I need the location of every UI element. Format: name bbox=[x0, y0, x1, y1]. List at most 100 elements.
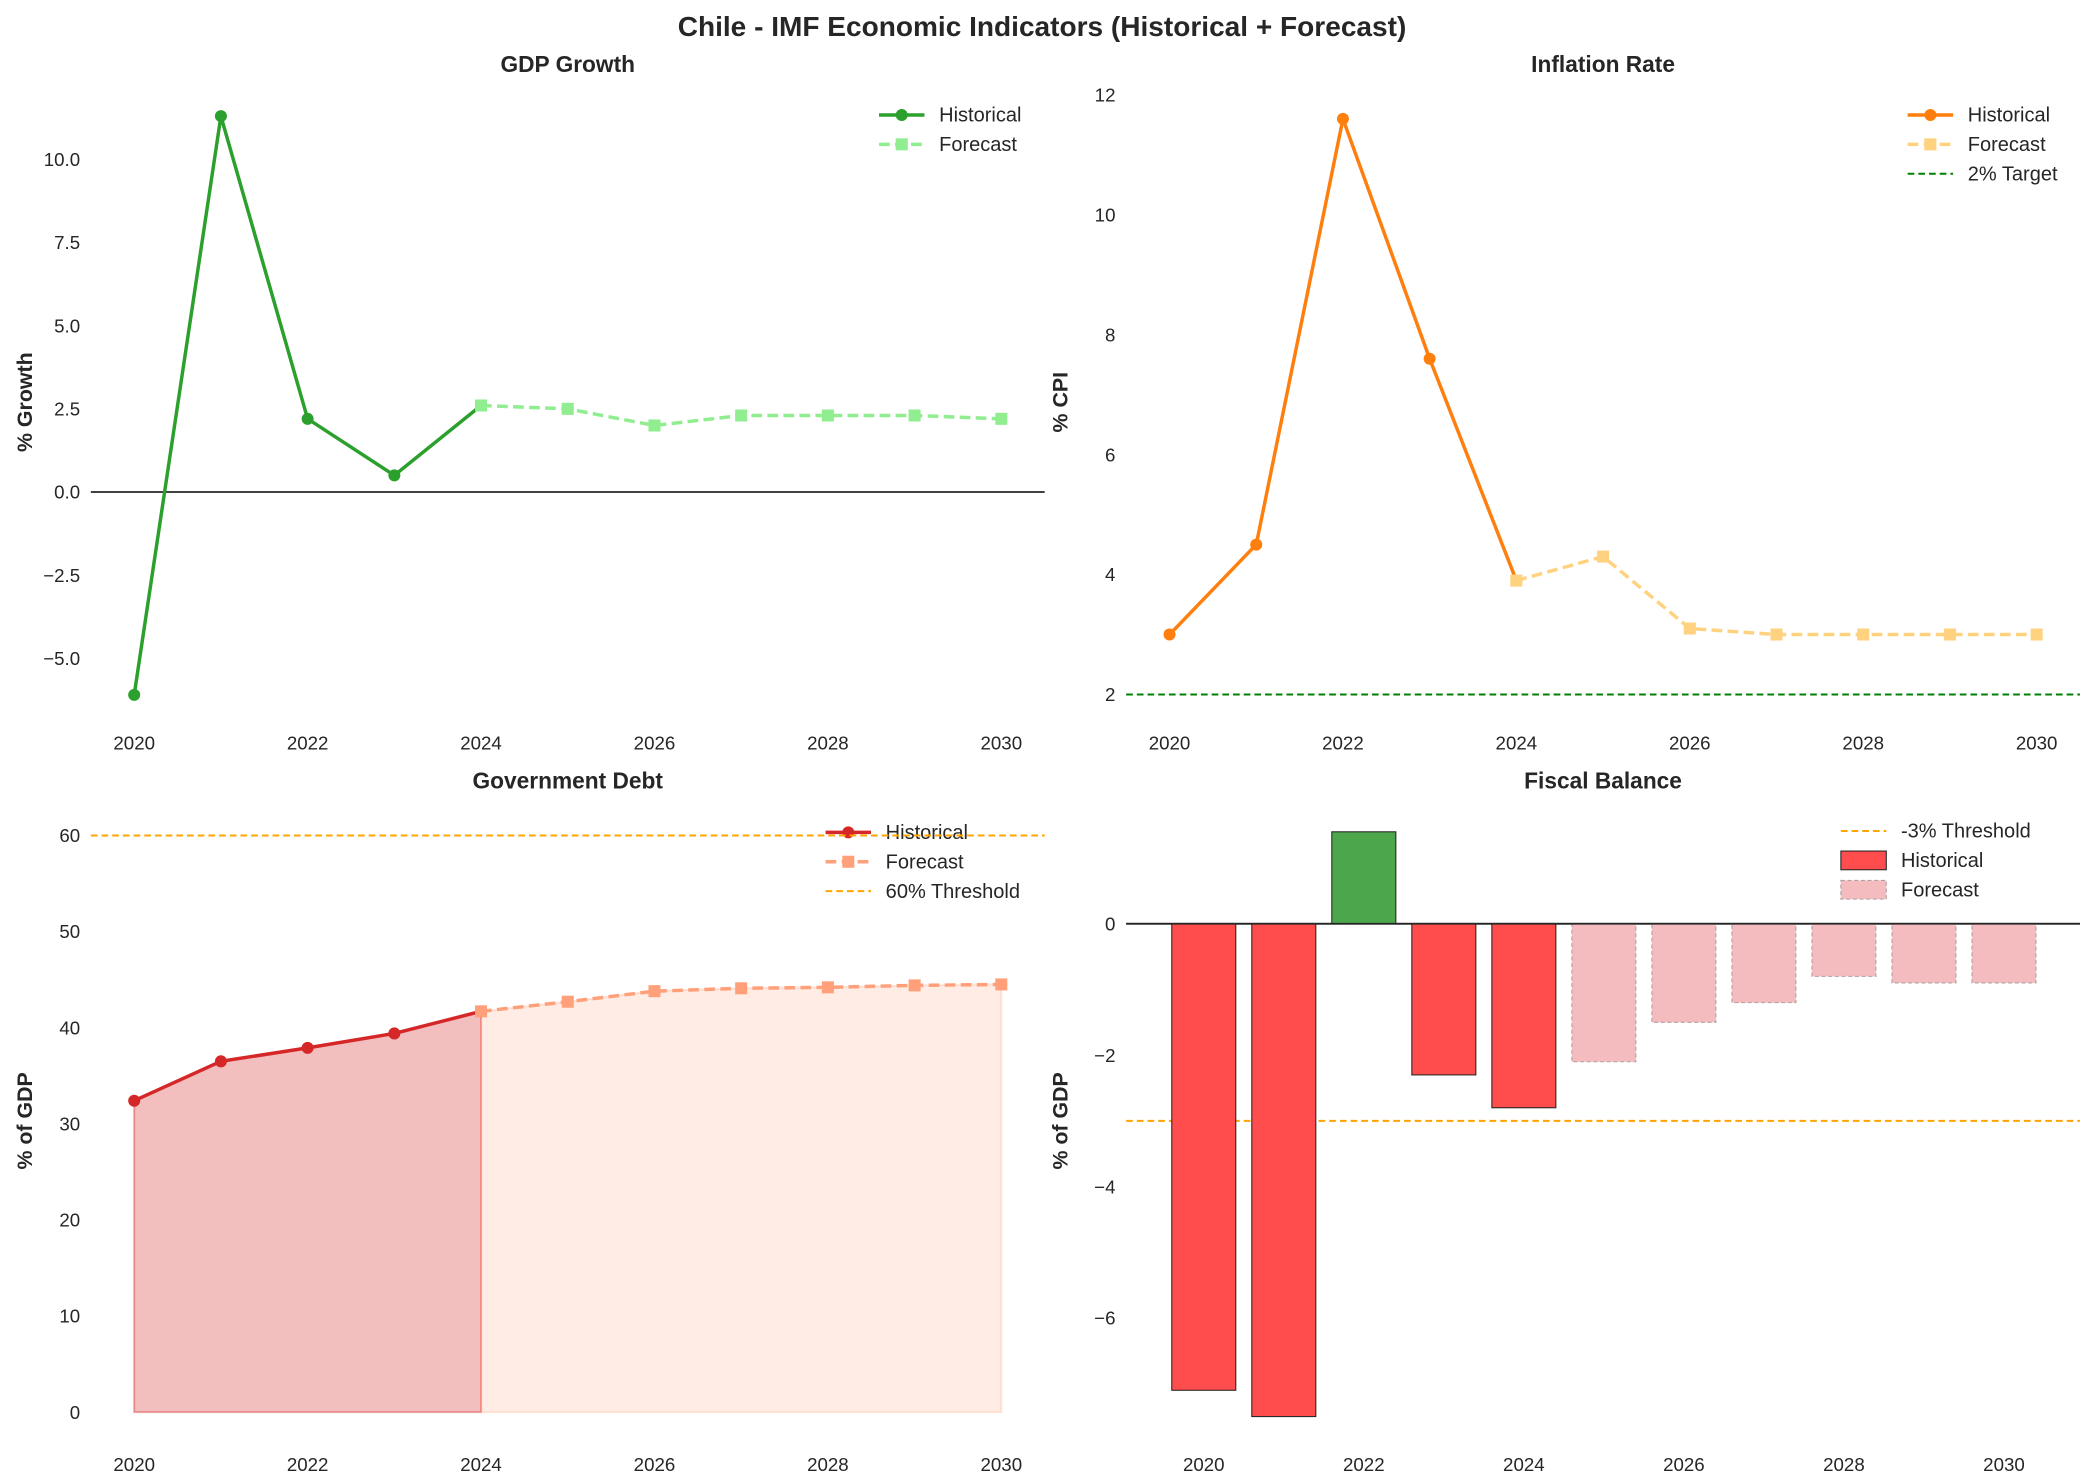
gdp-xtick-label: 2024 bbox=[460, 733, 502, 754]
fiscal-bar-forecast-2026 bbox=[1651, 923, 1717, 1023]
fiscal-ytick-label: −4 bbox=[1094, 1176, 1115, 1197]
gdp-legend-marker-forecast bbox=[895, 138, 908, 151]
fiscal-bar-forecast-2029 bbox=[1891, 923, 1957, 984]
fiscal-xtick-label: 2030 bbox=[1983, 1454, 2025, 1475]
gdp-xtick-label: 2030 bbox=[981, 733, 1023, 754]
debt-xtick-label: 2028 bbox=[807, 1454, 849, 1475]
debt-point-forecast-2027 bbox=[735, 982, 748, 995]
gdp-point-historical-2023 bbox=[388, 469, 401, 482]
fiscal-xtick-label: 2028 bbox=[1823, 1454, 1865, 1475]
inflation-xtick-label: 2024 bbox=[1496, 733, 1538, 754]
inflation-title: Inflation Rate bbox=[1531, 51, 1675, 77]
gdp-xtick-label: 2022 bbox=[287, 733, 329, 754]
debt-ytick-label: 60 bbox=[59, 825, 80, 846]
inflation-point-forecast-2029 bbox=[1943, 628, 1956, 641]
inflation-ytick-label: 4 bbox=[1105, 564, 1115, 585]
gdp-point-forecast-2027 bbox=[735, 409, 748, 422]
inflation-legend-label: Forecast bbox=[1968, 134, 2046, 156]
debt-point-historical-2022 bbox=[301, 1041, 314, 1054]
debt-panel: Government Debt % of GDP 2020 2022 2024 2026 2… bbox=[13, 767, 1045, 1475]
inflation-ylabel: % CPI bbox=[1048, 372, 1072, 433]
debt-point-forecast-2026 bbox=[648, 985, 661, 998]
debt-legend-label: 60% Threshold bbox=[886, 881, 1020, 903]
debt-ytick-label: 0 bbox=[70, 1402, 80, 1423]
fiscal-xtick-label: 2022 bbox=[1343, 1454, 1385, 1475]
debt-title: Government Debt bbox=[473, 767, 664, 793]
fiscal-legend-swatch-forecast bbox=[1840, 879, 1887, 900]
debt-xtick-label: 2030 bbox=[981, 1454, 1023, 1475]
inflation-point-forecast-2025 bbox=[1597, 550, 1610, 563]
fiscal-bar-forecast-2030 bbox=[1971, 923, 2037, 984]
inflation-ytick-label: 2 bbox=[1105, 684, 1115, 705]
inflation-point-forecast-2027 bbox=[1770, 628, 1783, 641]
gdp-point-historical-2022 bbox=[301, 412, 314, 425]
fiscal-panel: Fiscal Balance % of GDP 2020 2022 2024 2026 20… bbox=[1048, 767, 2080, 1475]
fiscal-legend-label: -3% Threshold bbox=[1901, 821, 2031, 843]
fiscal-ylabel: % of GDP bbox=[1048, 1072, 1072, 1169]
inflation-point-forecast-2030 bbox=[2030, 628, 2043, 641]
fiscal-xtick-label: 2026 bbox=[1663, 1454, 1705, 1475]
debt-point-historical-2020 bbox=[128, 1094, 141, 1107]
suptitle: Chile - IMF Economic Indicators (Histori… bbox=[678, 11, 1407, 42]
debt-point-forecast-2025 bbox=[561, 995, 574, 1008]
debt-legend-label: Historical bbox=[886, 822, 968, 844]
fiscal-bar-historical-2022 bbox=[1331, 831, 1397, 925]
gdp-ytick-label: 7.5 bbox=[54, 232, 80, 253]
gdp-point-forecast-2024 bbox=[475, 399, 488, 412]
inflation-legend-label: 2% Target bbox=[1968, 163, 2058, 185]
fiscal-ytick-label: −2 bbox=[1094, 1045, 1115, 1066]
debt-ytick-label: 30 bbox=[59, 1113, 80, 1134]
gdp-point-historical-2021 bbox=[214, 110, 227, 123]
fiscal-xtick-label: 2024 bbox=[1503, 1454, 1545, 1475]
debt-point-forecast-2029 bbox=[908, 979, 921, 992]
debt-point-forecast-2030 bbox=[995, 978, 1008, 991]
fiscal-ytick-label: 0 bbox=[1105, 913, 1115, 934]
gdp-ylabel: % Growth bbox=[13, 352, 37, 452]
gdp-ytick-label: −5.0 bbox=[43, 648, 80, 669]
debt-legend: Historical Forecast 60% Threshold bbox=[825, 822, 1020, 903]
gdp-xtick-label: 2020 bbox=[113, 733, 155, 754]
inflation-legend-marker-forecast bbox=[1924, 138, 1937, 151]
debt-xtick-label: 2026 bbox=[634, 1454, 676, 1475]
fiscal-ytick-label: −6 bbox=[1094, 1308, 1115, 1329]
inflation-legend-label: Historical bbox=[1968, 105, 2050, 127]
gdp-ytick-label: 5.0 bbox=[54, 315, 80, 336]
fiscal-bar-forecast-2025 bbox=[1571, 923, 1637, 1063]
inflation-point-historical-2021 bbox=[1250, 538, 1263, 551]
gdp-point-forecast-2029 bbox=[908, 409, 921, 422]
fiscal-legend: -3% Threshold Historical Forecast bbox=[1840, 821, 2031, 901]
debt-point-historical-2023 bbox=[388, 1027, 401, 1040]
inflation-point-historical-2020 bbox=[1163, 628, 1176, 641]
gdp-xtick-label: 2028 bbox=[807, 733, 849, 754]
debt-ytick-label: 20 bbox=[59, 1210, 80, 1231]
inflation-ytick-label: 10 bbox=[1095, 204, 1116, 225]
debt-xtick-label: 2022 bbox=[287, 1454, 329, 1475]
inflation-point-forecast-2028 bbox=[1857, 628, 1870, 641]
fiscal-xtick-label: 2020 bbox=[1183, 1454, 1225, 1475]
gdp-point-forecast-2025 bbox=[561, 402, 574, 415]
inflation-legend-marker-historical bbox=[1924, 108, 1937, 121]
inflation-xtick-label: 2020 bbox=[1149, 733, 1191, 754]
fiscal-title: Fiscal Balance bbox=[1524, 767, 1682, 793]
debt-point-forecast-2028 bbox=[821, 981, 834, 994]
gdp-xtick-label: 2026 bbox=[634, 733, 676, 754]
inflation-panel: Inflation Rate % CPI 2020 2022 2024 2026 2028 2… bbox=[1048, 51, 2080, 754]
debt-legend-marker-historical bbox=[842, 826, 855, 839]
gdp-ytick-label: 10.0 bbox=[44, 149, 80, 170]
gdp-legend: Historical Forecast bbox=[879, 105, 1021, 156]
debt-point-forecast-2024 bbox=[475, 1005, 488, 1018]
debt-legend-label: Forecast bbox=[886, 851, 964, 873]
fiscal-legend-label: Forecast bbox=[1901, 879, 1979, 901]
fiscal-bar-historical-2024 bbox=[1491, 923, 1557, 1109]
gdp-panel: GDP Growth % Growth 2020 2022 2024 2026 2028 20… bbox=[13, 51, 1045, 754]
gdp-point-historical-2020 bbox=[128, 688, 141, 701]
fiscal-bar-historical-2023 bbox=[1411, 923, 1477, 1076]
fiscal-bar-historical-2021 bbox=[1251, 923, 1317, 1418]
inflation-ytick-label: 6 bbox=[1105, 444, 1115, 465]
fiscal-bar-historical-2020 bbox=[1171, 923, 1237, 1391]
inflation-xtick-label: 2026 bbox=[1669, 733, 1711, 754]
fiscal-bar-forecast-2027 bbox=[1731, 923, 1797, 1004]
debt-xtick-label: 2024 bbox=[460, 1454, 502, 1475]
gdp-point-forecast-2030 bbox=[995, 412, 1008, 425]
